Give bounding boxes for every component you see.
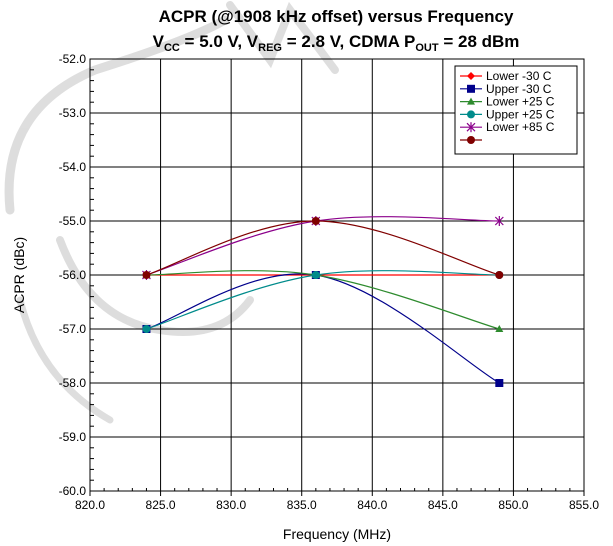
- series-line-3: [146, 270, 500, 330]
- x-tick-label: 845.0: [428, 498, 458, 512]
- y-tick-label: -54.0: [59, 160, 87, 174]
- legend-box: [454, 65, 578, 155]
- watermark: [4, 1, 339, 424]
- x-axis-ticks: 820.0 825.0 830.0 835.0 840.0 845.0 850.0 855.0: [75, 491, 599, 512]
- y-tick-label: -57.0: [59, 322, 87, 336]
- gridlines: [90, 59, 584, 491]
- legend-label-3: Upper +25 C: [486, 107, 555, 121]
- series-layer: [142, 216, 504, 387]
- legend-marker-3: [467, 110, 475, 119]
- legend-marker-2: [467, 97, 475, 105]
- x-tick-label: 835.0: [287, 498, 317, 512]
- x-tick-label: 840.0: [357, 498, 387, 512]
- x-tick-label: 825.0: [146, 498, 176, 512]
- y-axis-ticks: -52.0 -53.0 -54.0 -55.0 -56.0 -57.0 -58.0 -59.0…: [59, 52, 87, 498]
- x-tick-label: 855.0: [569, 498, 599, 512]
- x-tick-label: 850.0: [498, 498, 528, 512]
- x-tick-label: 820.0: [75, 498, 105, 512]
- series-line-5: [146, 220, 500, 276]
- chart-title-line2: VCC = 5.0 V, VREG = 2.8 V, CDMA POUT = 2…: [153, 32, 520, 54]
- legend-marker-1: [467, 84, 475, 93]
- legend-label-2: Lower +25 C: [486, 95, 555, 109]
- x-tick-label: 830.0: [216, 498, 246, 512]
- series-5-point-1: [311, 217, 320, 225]
- y-tick-label: -53.0: [59, 106, 87, 120]
- series-1-point-2: [495, 379, 504, 387]
- legend-marker-0: [467, 72, 475, 80]
- y-tick-label: -58.0: [59, 376, 87, 390]
- y-tick-label: -55.0: [59, 214, 87, 228]
- legend-marker-5: [467, 136, 475, 144]
- series-5-point-0: [142, 271, 151, 279]
- series-3-point-0: [142, 325, 151, 333]
- legend-label-0: Lower -30 C: [486, 69, 552, 83]
- series-4-point-2: [494, 216, 504, 226]
- y-tick-label: -59.0: [59, 430, 87, 444]
- x-axis-label: Frequency (MHz): [283, 526, 391, 542]
- legend-label-4: Lower +85 C: [486, 120, 555, 134]
- series-3-point-1: [311, 271, 320, 279]
- series-2-point-2: [495, 325, 504, 332]
- y-tick-label: -52.0: [59, 52, 87, 66]
- minor-ticks: [90, 69, 571, 491]
- y-tick-label: -56.0: [59, 268, 87, 282]
- y-axis-label: ACPR (dBc): [11, 237, 27, 313]
- plot-area: [89, 58, 585, 492]
- legend-marker-4: [466, 122, 476, 133]
- series-line-4: [146, 216, 500, 276]
- series-line-2: [146, 270, 500, 330]
- chart-title-line1: ACPR (@1908 kHz offset) versus Frequency: [159, 7, 514, 26]
- y-tick-label: -60.0: [59, 484, 87, 498]
- series-5-point-2: [495, 271, 504, 279]
- legend-label-1: Upper -30 C: [486, 82, 552, 96]
